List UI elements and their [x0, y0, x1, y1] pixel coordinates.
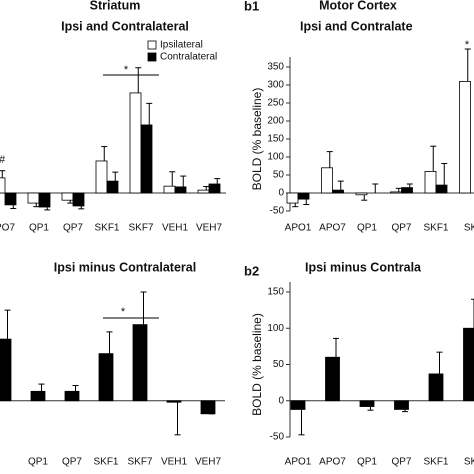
bar [4, 192, 17, 206]
x-tick-label: QP7 [63, 223, 83, 234]
bar [0, 338, 12, 402]
chart-subtitle: Ipsi and Contralate [300, 19, 413, 33]
x-tick-label: APO1 [285, 457, 312, 468]
x-tick-label: APO7 [319, 457, 346, 468]
x-tick-label: APO1 [285, 223, 312, 234]
y-tick-label: 300 [267, 80, 284, 91]
y-tick-label: 350 [267, 62, 284, 73]
bar [200, 400, 216, 415]
chart-subtitle: Ipsi and Contralateral [61, 19, 189, 33]
bar [38, 192, 51, 208]
bar [390, 191, 402, 194]
chart-title: Striatum [90, 0, 141, 12]
bar [459, 81, 471, 194]
y-axis-label: BOLD (% baseline) [250, 88, 264, 191]
x-tick-label: QP7 [62, 457, 82, 468]
bar [166, 400, 182, 403]
bar [424, 170, 437, 194]
annotation: * [124, 64, 129, 76]
panel-label: b2 [244, 263, 259, 278]
legend-label: Ipsilateral [160, 40, 203, 51]
bar [174, 186, 187, 194]
x-tick-label: SKF1 [423, 457, 448, 468]
x-tick-label: SKF1 [93, 457, 118, 468]
x-tick-label: QP1 [28, 457, 48, 468]
x-tick-label: VEH1 [161, 457, 188, 468]
y-tick-label: 100 [267, 152, 284, 163]
x-tick-label: SKF7 [128, 223, 153, 234]
x-tick-label: PO7 [0, 223, 15, 234]
panel-label: b1 [244, 0, 259, 13]
bar [61, 192, 74, 201]
y-tick-label: 0 [278, 188, 284, 199]
y-tick-label: 50 [273, 359, 285, 370]
x-tick-label: APO7 [319, 223, 346, 234]
legend-swatch [147, 52, 157, 62]
bar [401, 187, 413, 194]
bar [428, 373, 444, 402]
x-tick-label: QP1 [357, 457, 377, 468]
bar [321, 167, 333, 194]
bar [106, 180, 119, 194]
bar [129, 92, 142, 194]
bar [435, 184, 448, 194]
legend-label: Contralateral [160, 52, 217, 63]
x-tick-label: SKF7 [127, 457, 152, 468]
bar [163, 185, 176, 194]
bar [98, 353, 114, 402]
annotation: * [121, 306, 126, 318]
x-tick-label: VEH7 [195, 457, 222, 468]
y-tick-label: 50 [273, 170, 285, 181]
y-tick-label: 250 [267, 98, 284, 109]
bar [30, 390, 46, 402]
bar [72, 192, 85, 207]
bar [325, 356, 340, 402]
bar [208, 183, 221, 194]
bar [197, 189, 210, 194]
x-tick-label: QP7 [391, 457, 411, 468]
x-tick-label: QP1 [29, 223, 49, 234]
y-tick-label: 150 [267, 134, 284, 145]
x-tick-label: VEH7 [196, 223, 223, 234]
x-tick-label: VEH1 [162, 223, 189, 234]
chart-title: Motor Cortex [319, 0, 397, 12]
annotation: # [0, 154, 6, 166]
y-tick-label: 100 [267, 323, 284, 334]
bar [140, 124, 153, 194]
bar [359, 400, 375, 407]
x-tick-label: SK [464, 223, 474, 234]
x-tick-label: QP1 [357, 223, 377, 234]
x-tick-label: QP7 [391, 223, 411, 234]
bar [132, 324, 148, 402]
x-tick-label: SK [464, 457, 474, 468]
bar [463, 327, 474, 402]
y-tick-label: -50 [270, 432, 285, 443]
y-axis-label: BOLD (% baseline) [250, 313, 264, 416]
annotation: * [465, 39, 470, 51]
x-tick-label: SKF1 [94, 223, 119, 234]
bar [95, 160, 108, 194]
bar [0, 177, 6, 194]
bar [286, 192, 299, 204]
chart-title: Ipsi minus Contralateral [54, 260, 196, 274]
bar [64, 390, 80, 402]
y-tick-label: 150 [267, 287, 284, 298]
bar [355, 192, 368, 196]
bar [394, 400, 409, 410]
x-tick-label: SKF1 [423, 223, 448, 234]
bar [332, 189, 344, 194]
y-tick-label: 200 [267, 116, 284, 127]
bar [290, 400, 306, 410]
chart-title: Ipsi minus Contrala [305, 260, 422, 274]
bar [27, 192, 40, 204]
legend-swatch [147, 40, 157, 50]
y-tick-label: -50 [270, 206, 285, 217]
y-tick-label: 0 [278, 395, 284, 406]
bar [297, 192, 310, 200]
